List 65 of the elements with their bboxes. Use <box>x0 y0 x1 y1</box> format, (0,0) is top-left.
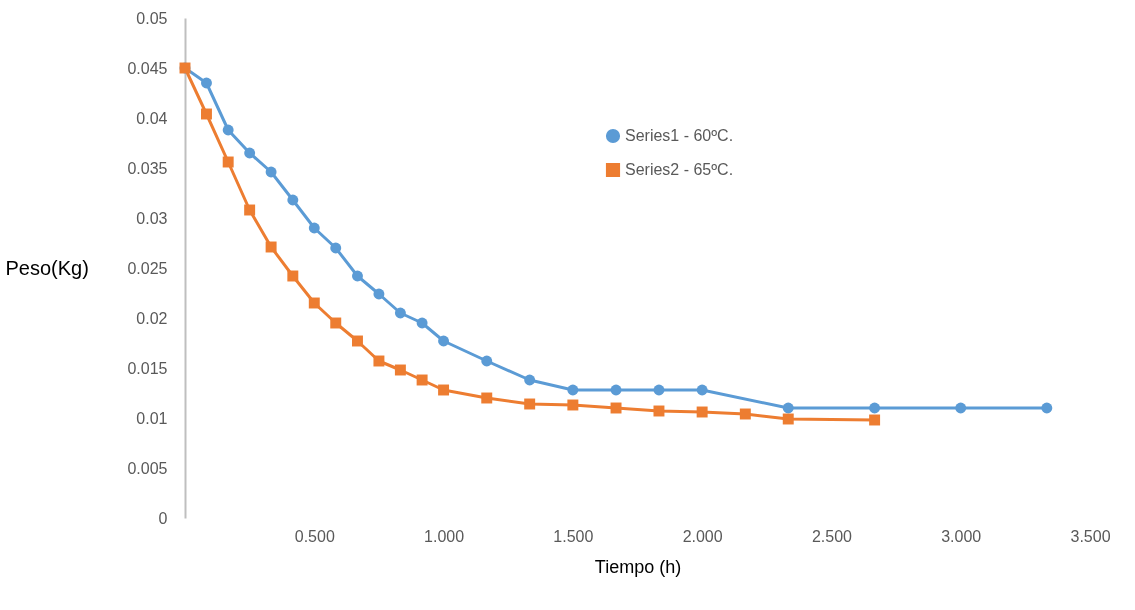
legend-label: Series2 - 65ºC. <box>625 161 734 178</box>
y-tick-label: 0 <box>158 509 168 527</box>
point <box>373 288 385 300</box>
point <box>438 335 450 347</box>
y-tick-label: 0.02 <box>136 309 168 327</box>
point <box>1041 402 1053 414</box>
y-tick-label: 0.03 <box>136 209 168 227</box>
point <box>524 398 536 410</box>
point <box>265 241 277 253</box>
x-tick-label: 3.500 <box>1070 527 1111 545</box>
x-tick-label: 1.000 <box>424 527 465 545</box>
y-tick-label: 0.045 <box>127 59 168 77</box>
point <box>308 297 320 309</box>
point <box>610 384 622 396</box>
point <box>567 384 579 396</box>
point <box>287 194 299 206</box>
point <box>244 204 256 216</box>
point <box>782 402 794 414</box>
y-axis-title: Peso(Kg) <box>5 256 89 279</box>
y-tick-label: 0.005 <box>127 459 168 477</box>
x-tick-label: 1.500 <box>553 527 594 545</box>
x-tick-label: 2.000 <box>682 527 723 545</box>
point <box>265 166 277 178</box>
point <box>481 355 493 367</box>
legend-label: Series1 - 60ºC. <box>625 127 734 144</box>
y-tick-label: 0.05 <box>136 9 168 27</box>
point <box>739 408 751 420</box>
y-tick-label: 0.015 <box>127 359 168 377</box>
point <box>308 222 320 234</box>
x-tick-label: 0.500 <box>294 527 335 545</box>
point <box>200 108 212 120</box>
x-tick-label: 3.000 <box>941 527 982 545</box>
point <box>244 147 256 159</box>
point <box>373 355 385 367</box>
point <box>955 402 967 414</box>
point <box>394 307 406 319</box>
point <box>653 384 665 396</box>
point <box>438 384 450 396</box>
point <box>869 414 881 426</box>
x-tick-label: 2.500 <box>811 527 853 545</box>
point <box>869 402 881 414</box>
y-tick-label: 0.01 <box>136 409 168 427</box>
point <box>782 413 794 425</box>
point <box>653 405 665 417</box>
point <box>200 77 212 89</box>
point <box>330 317 342 329</box>
y-tick-label: 0.035 <box>127 159 168 177</box>
point <box>222 156 234 168</box>
point <box>222 124 234 136</box>
point <box>351 335 363 347</box>
y-tick-label: 0.04 <box>136 109 168 127</box>
point <box>696 384 708 396</box>
point <box>610 402 622 414</box>
point <box>524 374 536 386</box>
point <box>696 406 708 418</box>
point <box>351 270 363 282</box>
y-tick-label: 0.025 <box>127 259 168 277</box>
point <box>416 374 428 386</box>
x-axis-title: Tiempo (h) <box>594 556 682 577</box>
point <box>481 392 493 404</box>
point <box>416 317 428 329</box>
point <box>330 242 342 254</box>
point <box>567 399 579 411</box>
point <box>394 364 406 376</box>
point <box>287 270 299 282</box>
